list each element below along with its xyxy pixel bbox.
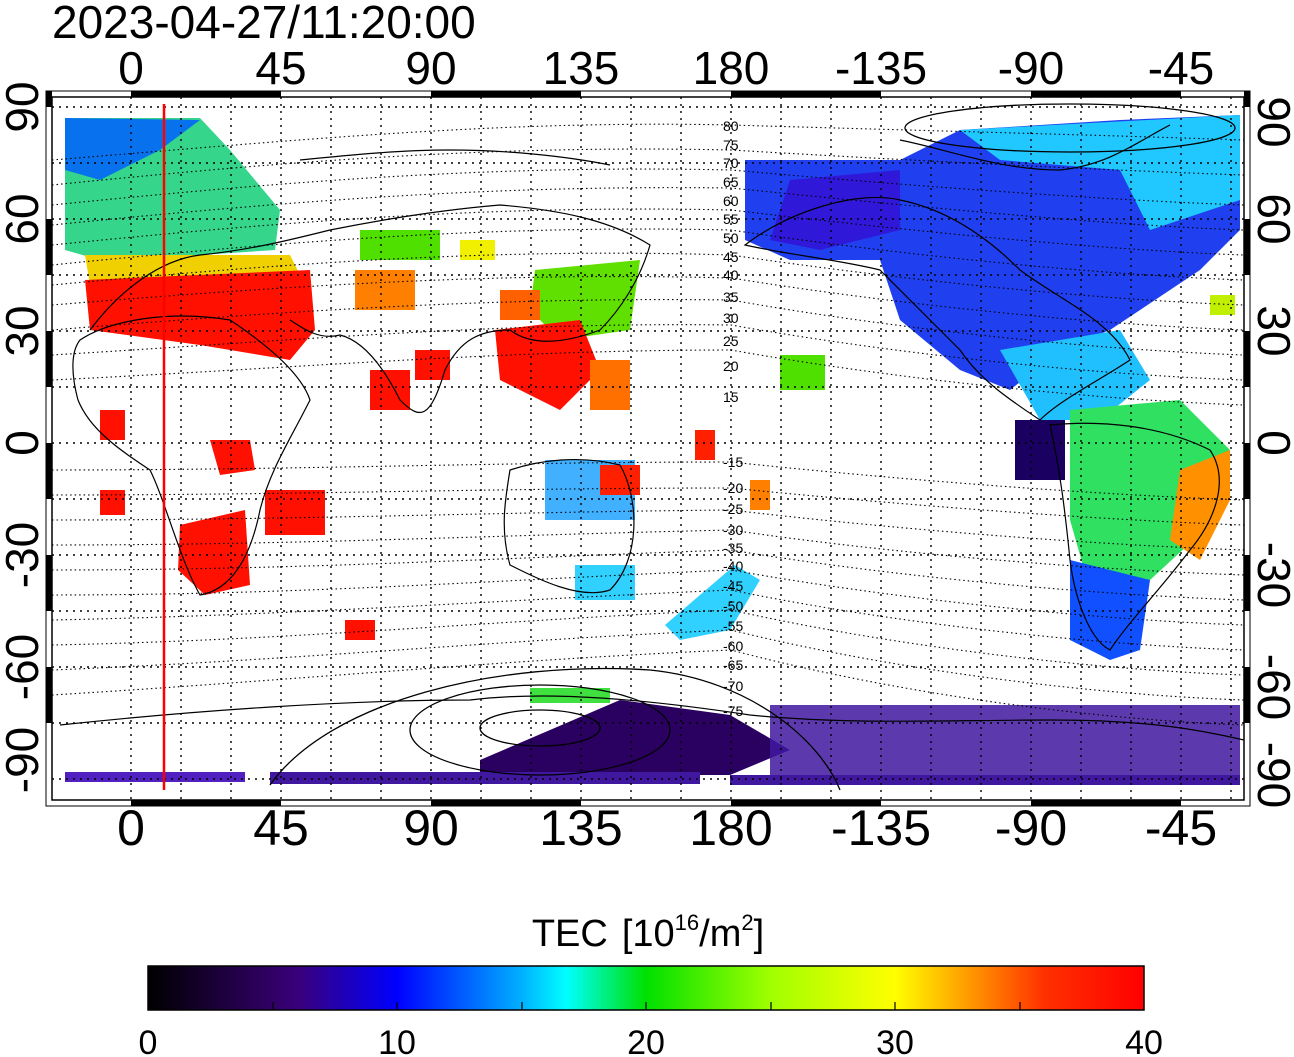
lon-tick-bottom: 0 [117,800,145,856]
polar-contours [269,103,1236,791]
tec-na-purple [770,170,900,250]
lon-tick-top: 135 [543,42,620,94]
colorbar-labels: 0 10 20 30 40 [139,1024,1163,1057]
contour-label: 45 [723,249,739,265]
contour-label: 60 [723,193,739,209]
contour-label: -65 [723,657,743,673]
lon-tick-top: 180 [693,42,770,94]
lat-tick-left: -30 [0,522,48,588]
tec-antarctica [480,700,790,775]
lat-tick-left: 60 [0,193,48,244]
lat-tick-left: -90 [0,727,48,793]
lat-tick-left: 90 [0,81,48,132]
contour-label: -75 [723,703,743,719]
map-grid [52,97,1244,800]
top-longitude-labels: 0 45 90 135 180 -135 -90 -45 [118,42,1214,94]
lat-tick-right: -30 [1248,542,1294,608]
lat-tick-left: 30 [0,305,48,356]
lon-tick-bottom: 180 [689,800,772,856]
contour-label: -45 [723,578,743,594]
lat-tick-right: -90 [1248,742,1294,808]
lon-tick-top: -45 [1148,42,1214,94]
colorbar-tick-label: 0 [139,1024,158,1057]
contour-label: 55 [723,211,739,227]
contour-label: 80 [723,118,739,134]
lat-tick-right: -60 [1248,654,1294,720]
bottom-longitude-labels: 0 45 90 135 180 -135 -90 -45 [117,800,1217,856]
contour-label: -30 [723,522,743,538]
tec-south-america-blue [1070,560,1150,660]
contour-label: 35 [723,289,739,305]
tec-brazil-orange [1170,450,1230,560]
tec-africa-red-2 [210,440,255,475]
magnetic-latitude-contours [52,123,1244,726]
tec-data-layer [65,115,1240,785]
contour-label: 20 [723,358,739,374]
contour-label: 70 [723,155,739,171]
contour-label: 50 [723,230,739,246]
lat-tick-left: -60 [0,634,48,700]
lon-tick-top: 90 [405,42,456,94]
colorbar-tick-label: 30 [876,1024,914,1057]
tec-japan-green [530,260,640,340]
contour-label: 25 [723,333,739,349]
lon-tick-top: 0 [118,42,144,94]
contour-label: -50 [723,598,743,614]
tec-europe-red [85,270,315,360]
contour-label: -15 [723,454,743,470]
lon-tick-top: 45 [255,42,306,94]
contour-label: 40 [723,267,739,283]
lon-tick-top: -135 [835,42,927,94]
coastlines [59,124,1244,741]
frame-ticks [46,91,1250,806]
timestamp-label: 2023-04-27/11:20:00 [52,0,476,48]
tec-central-america [1000,330,1150,420]
lon-tick-bottom: -45 [1145,800,1217,856]
lon-tick-bottom: 45 [253,800,309,856]
left-latitude-labels: 90 60 30 0 -30 -60 -90 [0,81,48,793]
colorbar-ticks [272,1002,1021,1010]
colorbar-tick-label: 10 [378,1024,416,1057]
lat-tick-right: 30 [1248,305,1294,356]
contour-label: 75 [723,137,739,153]
contour-label: 65 [723,174,739,190]
lon-tick-bottom: -135 [831,800,931,856]
tec-africa-red [178,510,250,595]
tec-arctic-blue [65,118,200,180]
contour-label: 30 [723,310,739,326]
lon-tick-bottom: 135 [539,800,622,856]
colorbar-tick-label: 40 [1125,1024,1163,1057]
contour-label: -60 [723,638,743,654]
colorbar-tick-label: 20 [627,1024,665,1057]
lat-tick-right: 0 [1248,430,1294,456]
contour-label: -55 [723,618,743,634]
contour-label: 15 [723,389,739,405]
lon-tick-top: -90 [998,42,1064,94]
contour-label: -20 [723,480,743,496]
contour-label: -70 [723,678,743,694]
lat-tick-right: 90 [1248,96,1294,147]
tec-arctic-cyan [960,115,1240,230]
contour-label: -40 [723,558,743,574]
right-latitude-labels: 90 60 30 0 -30 -60 -90 [1248,96,1294,808]
contour-label: -25 [723,501,743,517]
tec-nz-cyan [665,565,760,640]
colorbar-title: TEC [1016/m2] [532,910,764,955]
lon-tick-bottom: 90 [403,800,459,856]
lat-tick-left: 0 [0,430,48,456]
lon-tick-bottom: -90 [995,800,1067,856]
contour-label: -35 [723,540,743,556]
contour-labels: 80 75 70 65 60 55 50 45 40 35 30 25 20 1… [723,118,743,719]
lat-tick-right: 60 [1248,193,1294,244]
